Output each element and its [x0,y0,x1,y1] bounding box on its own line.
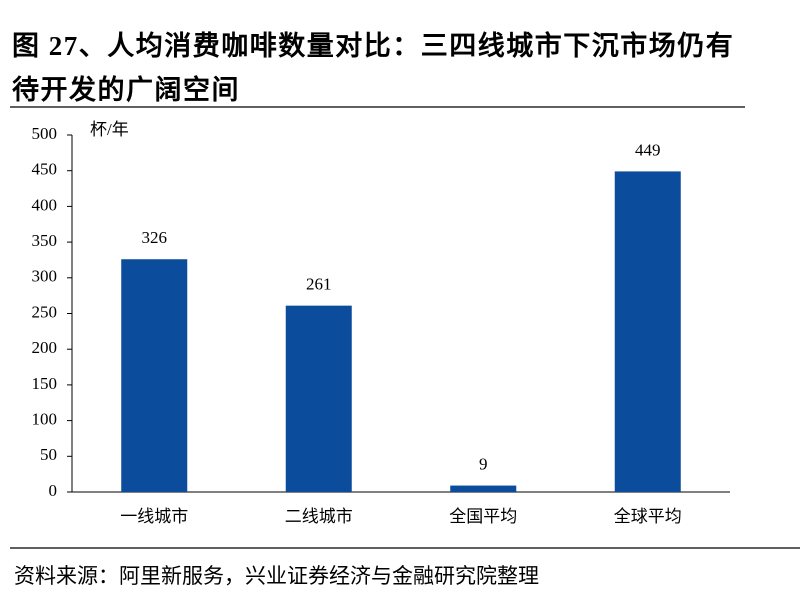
x-tick-label: 全国平均 [449,507,517,526]
data-label: 9 [479,454,488,473]
bar [450,485,517,492]
bar [285,305,352,492]
y-tick-label: 150 [32,374,58,393]
bar [121,259,188,492]
y-unit: 杯/年 [90,120,129,139]
y-tick-label: 400 [32,195,58,214]
data-label: 449 [635,140,661,159]
x-tick-label: 一线城市 [120,507,188,526]
data-label: 261 [306,275,332,294]
bar [614,171,681,492]
source-note: 资料来源：阿里新服务，兴业证券经济与金融研究院整理 [14,564,539,588]
y-tick-label: 250 [32,302,58,321]
x-tick-label: 二线城市 [285,507,353,526]
x-tick-label: 全球平均 [614,507,682,526]
chart-title: 图 27、人均消费咖啡数量对比：三四线城市下沉市场仍有待开发的广阔空间 [12,31,735,105]
y-tick-label: 200 [32,338,58,357]
y-tick-label: 300 [32,267,58,286]
data-label: 326 [142,228,168,247]
y-tick-label: 500 [32,124,58,143]
y-tick-label: 450 [32,160,58,179]
y-tick-label: 100 [32,410,58,429]
y-tick-label: 0 [49,481,58,500]
y-tick-label: 350 [32,231,58,250]
y-tick-label: 50 [40,445,57,464]
